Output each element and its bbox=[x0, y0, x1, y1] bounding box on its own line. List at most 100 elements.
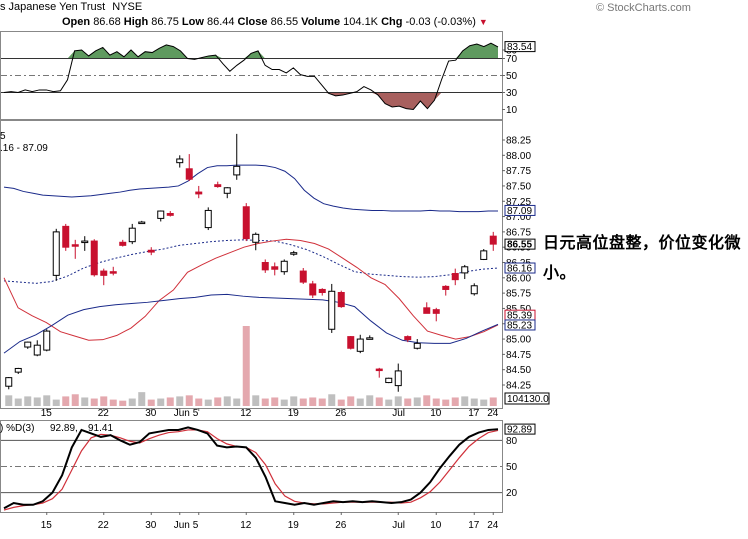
volume-bar bbox=[62, 396, 70, 406]
volume-bar bbox=[223, 396, 231, 406]
candle-body bbox=[81, 240, 89, 244]
price-tick-label-87.25: 87.25 bbox=[506, 197, 531, 208]
volume-bar bbox=[100, 396, 108, 406]
stoch-d-line bbox=[3, 429, 499, 511]
volume-value: 104.1K bbox=[343, 16, 379, 28]
volume-bar bbox=[404, 398, 412, 406]
rsi-last-value-box bbox=[504, 41, 536, 53]
candle-body bbox=[71, 244, 79, 247]
price-x-label-5: 5 bbox=[193, 408, 199, 419]
stoch-legend-label: ) %D(3) bbox=[0, 423, 34, 434]
volume-bar bbox=[81, 397, 89, 406]
stoch-x-label-24: 24 bbox=[487, 520, 499, 531]
brand-logo: © StockCharts.com bbox=[596, 2, 691, 14]
candle-body bbox=[242, 206, 250, 240]
down-arrow-icon: ▼ bbox=[478, 17, 488, 27]
price-x-label-Jul: Jul bbox=[392, 408, 405, 419]
price-panel-frame bbox=[0, 120, 503, 409]
candle-body bbox=[489, 235, 497, 245]
price-tick-label-87.75: 87.75 bbox=[506, 166, 531, 177]
moving-average-tag-box bbox=[504, 262, 536, 274]
candle-body bbox=[451, 273, 459, 281]
candle-body bbox=[432, 309, 440, 314]
stoch-x-label-10: 10 bbox=[430, 520, 442, 531]
price-tick-label-88.25: 88.25 bbox=[506, 136, 531, 147]
candle-body bbox=[147, 249, 155, 253]
price-x-label-26: 26 bbox=[335, 408, 347, 419]
volume-bar bbox=[71, 394, 79, 406]
candle-body bbox=[185, 168, 193, 180]
candle-body bbox=[195, 191, 203, 195]
volume-bar bbox=[119, 400, 127, 406]
stochastic-panel-frame bbox=[0, 420, 503, 513]
volume-bar bbox=[489, 397, 497, 406]
upper-band-tag-box bbox=[504, 204, 536, 216]
price-tick-label-87.50: 87.50 bbox=[506, 181, 531, 192]
candle-body bbox=[480, 250, 488, 260]
candle-body bbox=[271, 266, 279, 270]
volume-bar bbox=[271, 397, 279, 406]
price-x-label-30: 30 bbox=[145, 408, 157, 419]
volume-bar bbox=[185, 395, 193, 406]
volume-bar bbox=[423, 395, 431, 406]
candle-body bbox=[423, 307, 431, 314]
candle-body bbox=[52, 231, 60, 276]
stoch-x-label-5: 5 bbox=[193, 520, 199, 531]
stoch-tick-label-50: 50 bbox=[506, 462, 518, 473]
volume-bar bbox=[413, 397, 421, 406]
candle-body bbox=[261, 262, 269, 271]
volume-bar bbox=[385, 399, 393, 406]
red-envelope-line bbox=[3, 238, 499, 341]
chg-label: Chg bbox=[381, 16, 403, 28]
candle-body bbox=[309, 283, 317, 296]
price-range-label: .16 - 87.09 bbox=[0, 143, 48, 154]
stoch-x-label-30: 30 bbox=[145, 520, 157, 531]
volume-bar bbox=[43, 395, 51, 406]
annotation-text: 日元高位盘整，价位变化微小。 bbox=[543, 233, 742, 282]
volume-bar bbox=[366, 395, 374, 406]
candle-body bbox=[176, 158, 184, 164]
stoch-tick-label-20: 20 bbox=[506, 488, 518, 499]
candle-body bbox=[337, 292, 345, 308]
volume-bar bbox=[176, 396, 184, 406]
price-tick-label-85.50: 85.50 bbox=[506, 304, 531, 315]
price-tick-label-85.75: 85.75 bbox=[506, 289, 531, 300]
candle-body bbox=[33, 344, 41, 356]
rsi-last-value-label: 83.54 bbox=[507, 42, 532, 53]
chart-title: s Japanese Yen Trust NYSE bbox=[0, 1, 142, 13]
candle-body bbox=[128, 227, 136, 243]
price-x-label-15: 15 bbox=[41, 408, 53, 419]
price-tick-label-86.00: 86.00 bbox=[506, 273, 531, 284]
rsi-tick-label-70: 70 bbox=[506, 54, 518, 65]
volume-bar bbox=[356, 398, 364, 406]
candle-body bbox=[356, 338, 364, 352]
stoch-x-label-19: 19 bbox=[288, 520, 300, 531]
volume-bar bbox=[290, 396, 298, 406]
price-x-label-22: 22 bbox=[98, 408, 110, 419]
price-tick-label-86.75: 86.75 bbox=[506, 227, 531, 238]
stoch-x-label-22: 22 bbox=[98, 520, 110, 531]
upper-band-tag: 87.09 bbox=[507, 206, 532, 217]
last-close-tag: 86.55 bbox=[507, 240, 532, 251]
candle-body bbox=[461, 266, 469, 274]
stoch-x-label-26: 26 bbox=[335, 520, 347, 531]
rsi-tick-label-30: 30 bbox=[506, 88, 518, 99]
volume-bar bbox=[166, 397, 174, 406]
volume-bar bbox=[375, 397, 383, 406]
candle-body bbox=[5, 377, 13, 387]
title-text: s Japanese Yen Trust bbox=[0, 1, 106, 13]
stoch-last-value-label: 92.89 bbox=[507, 425, 532, 436]
lower-band-b-tag: 85.23 bbox=[507, 320, 532, 331]
volume-bar bbox=[52, 399, 60, 406]
candle-body bbox=[347, 336, 355, 349]
open-label: Open bbox=[62, 16, 91, 28]
candle-body bbox=[375, 368, 383, 372]
price-x-label-12: 12 bbox=[240, 408, 252, 419]
candle-body bbox=[223, 187, 231, 194]
volume-bar bbox=[280, 399, 288, 406]
chg-value: -0.03 (-0.03%) bbox=[405, 16, 476, 28]
candle-body bbox=[328, 290, 336, 330]
high-value: 86.75 bbox=[151, 16, 179, 28]
candle-body bbox=[109, 271, 117, 274]
stoch-k-line bbox=[3, 426, 499, 510]
